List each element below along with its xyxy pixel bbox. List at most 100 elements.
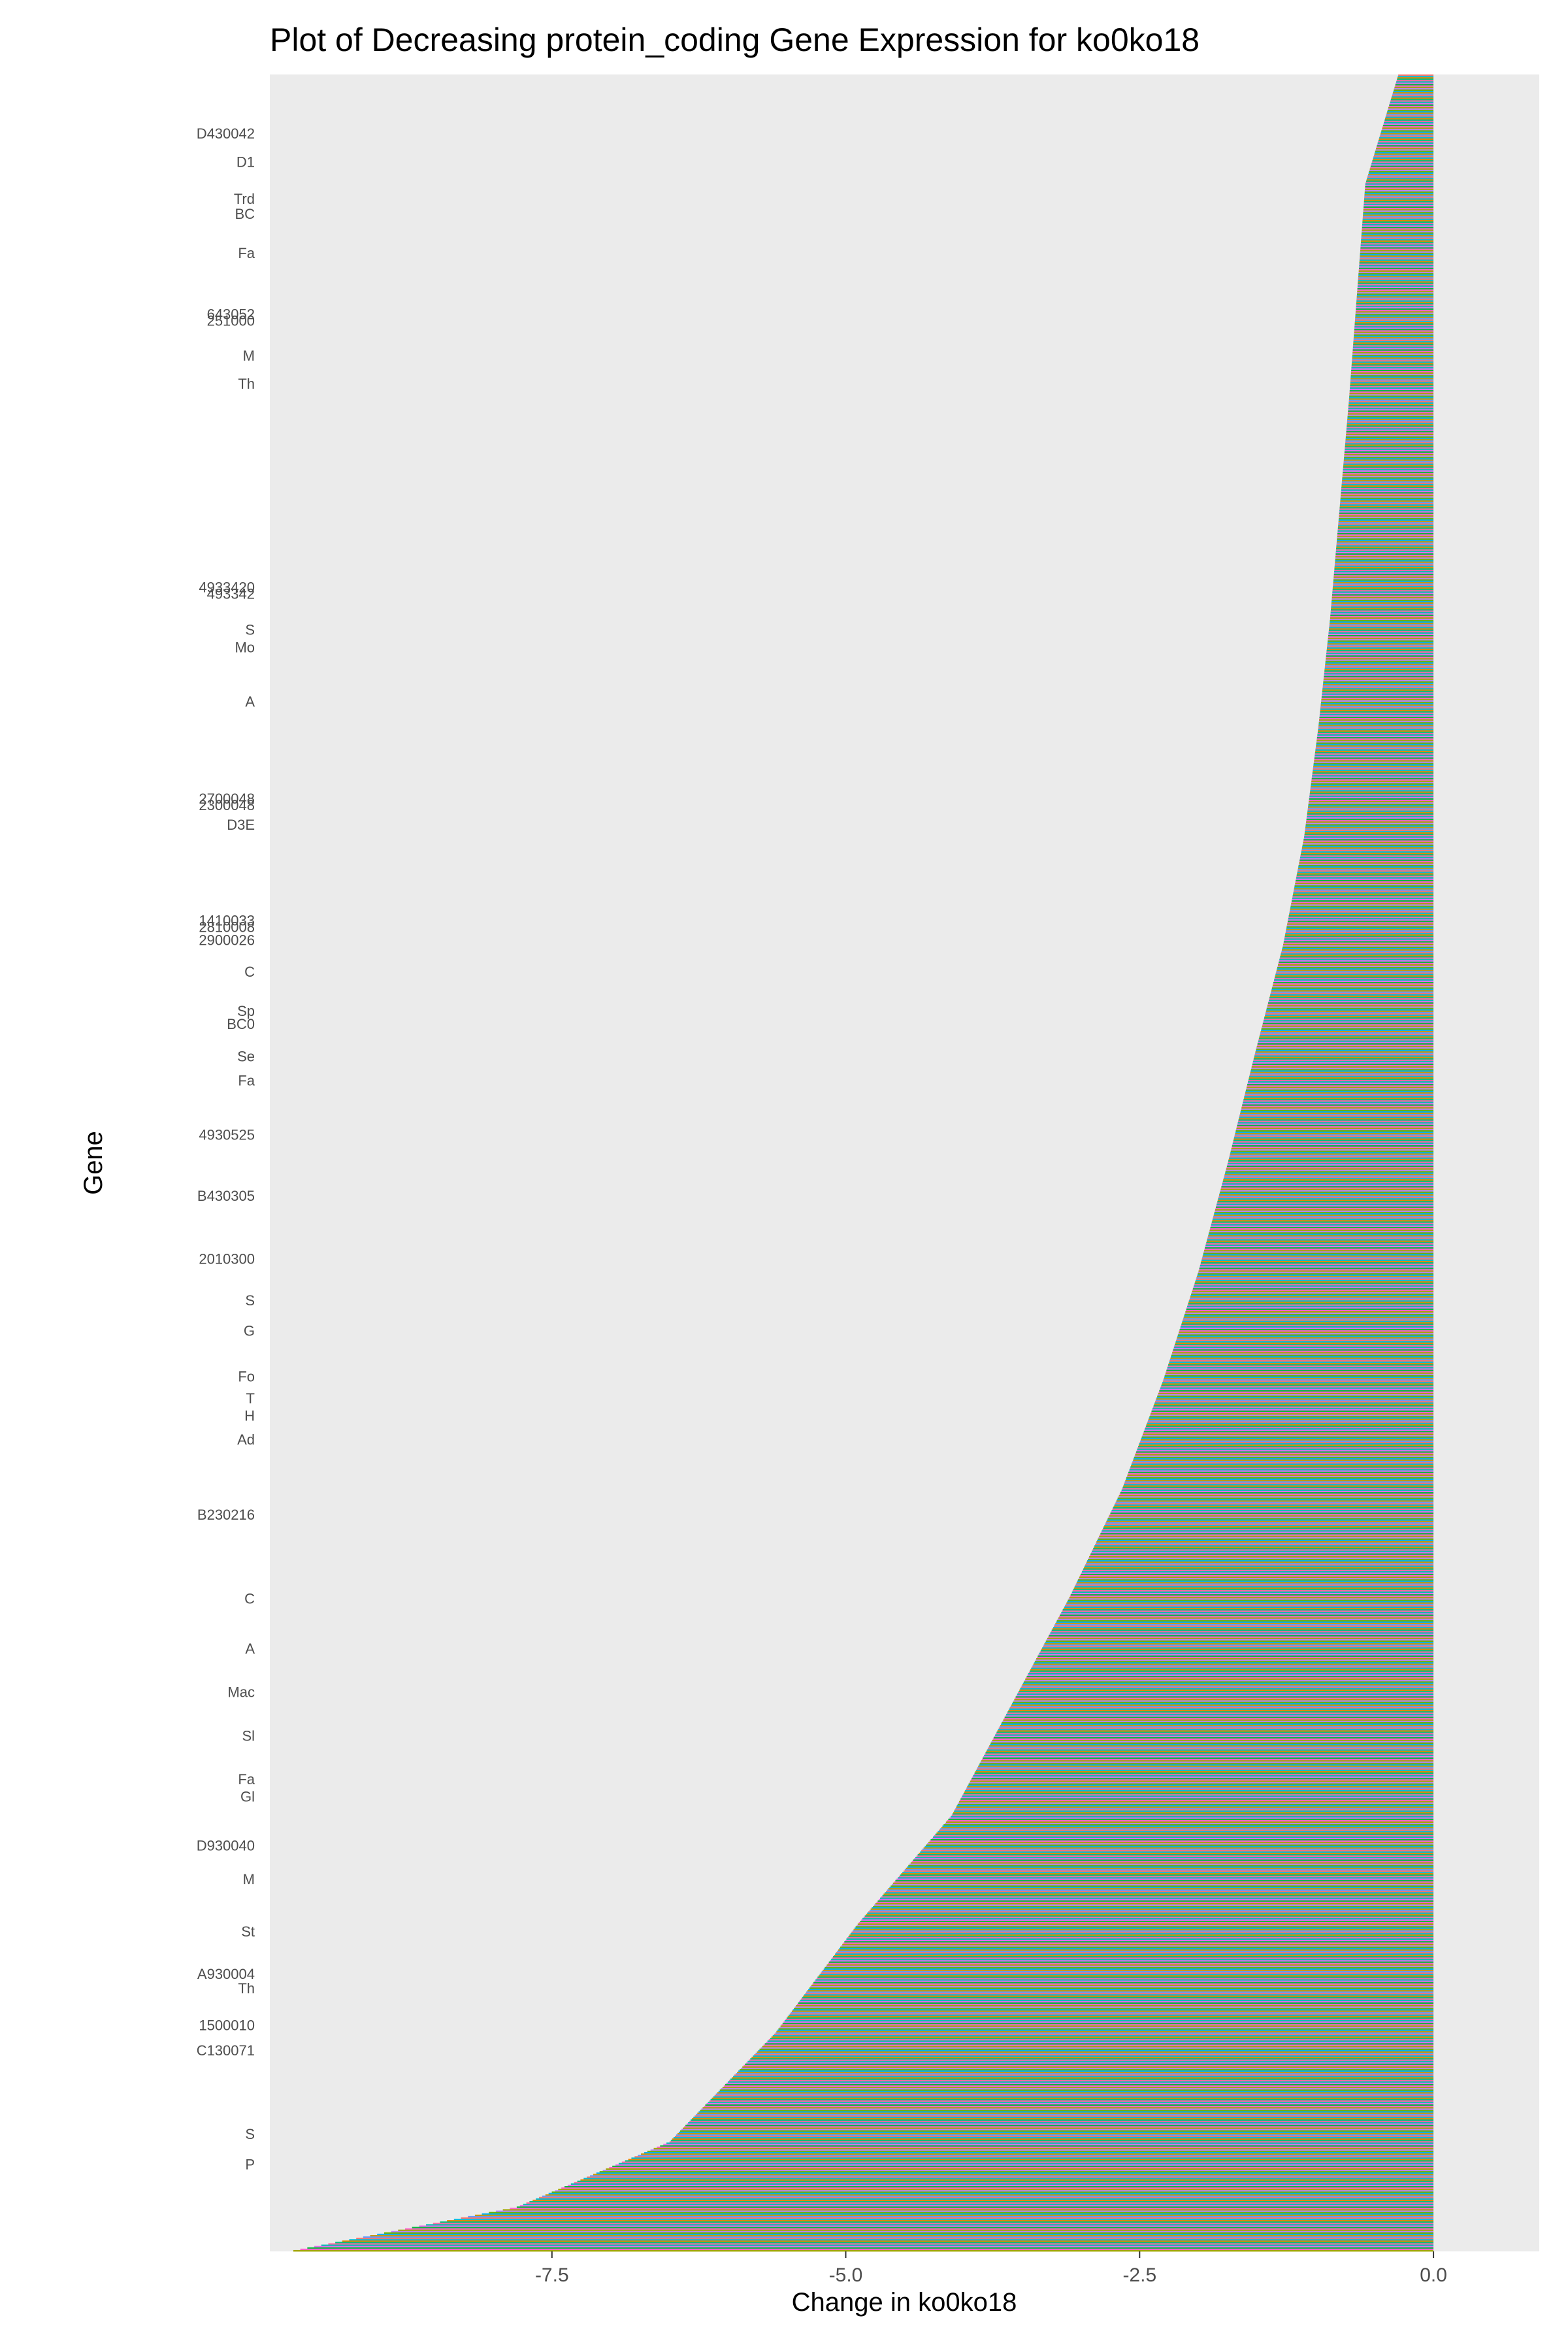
bar — [1287, 923, 1434, 925]
bar — [1174, 1345, 1434, 1347]
gene-tick-label: Gl — [240, 1789, 255, 1805]
bar — [1362, 224, 1434, 226]
bar — [1063, 1607, 1434, 1610]
bar — [1155, 1399, 1434, 1401]
bar — [1345, 436, 1434, 438]
bar — [1356, 308, 1434, 310]
bar — [768, 2039, 1434, 2041]
bar — [1262, 1026, 1434, 1029]
bar — [1088, 1559, 1434, 1561]
bar — [1377, 145, 1434, 147]
bar — [447, 2220, 1434, 2222]
bar — [1122, 1486, 1434, 1489]
bar — [1034, 1662, 1434, 1664]
bar — [1181, 1322, 1434, 1324]
bar — [1348, 398, 1434, 400]
bar — [1311, 781, 1434, 784]
bar — [1220, 1187, 1434, 1189]
bar — [1037, 1655, 1434, 1658]
bar — [1335, 557, 1434, 559]
bar — [1229, 1157, 1434, 1160]
bar — [834, 1955, 1434, 1957]
bar — [1330, 619, 1434, 621]
bar — [966, 1788, 1434, 1791]
bar — [1304, 836, 1434, 838]
bar — [1311, 785, 1434, 787]
bar — [1056, 1620, 1434, 1622]
bar — [1169, 1358, 1434, 1361]
bar — [1362, 218, 1434, 221]
bar — [1388, 106, 1434, 109]
bar — [1342, 478, 1434, 480]
bar — [1315, 746, 1434, 749]
bar — [1345, 438, 1434, 440]
bar — [796, 2003, 1434, 2006]
bar — [1380, 133, 1434, 135]
bar — [1207, 1236, 1434, 1238]
bar — [1356, 299, 1434, 301]
bar — [1233, 1139, 1434, 1142]
bar — [1139, 1441, 1434, 1444]
bar — [1322, 687, 1434, 689]
bar — [1339, 506, 1434, 508]
bar — [1353, 340, 1434, 342]
bar — [1220, 1188, 1434, 1190]
bar — [612, 2165, 1434, 2168]
bar — [1356, 307, 1434, 309]
bar — [774, 2033, 1434, 2036]
bar — [1188, 1300, 1434, 1302]
bar — [1391, 97, 1434, 99]
bar — [1267, 1005, 1434, 1007]
gene-tick-label: G — [244, 1323, 255, 1339]
bar — [960, 1799, 1434, 1802]
bar — [1177, 1334, 1434, 1336]
bar — [1097, 1539, 1434, 1542]
bar — [1230, 1151, 1434, 1152]
bar — [1133, 1459, 1434, 1462]
bar — [1238, 1119, 1434, 1121]
bar — [1128, 1471, 1434, 1474]
bar — [1342, 476, 1434, 478]
bar — [519, 2205, 1434, 2207]
bar — [1066, 1602, 1434, 1605]
bar — [1317, 736, 1434, 738]
bar — [1096, 1541, 1434, 1543]
bar — [1384, 118, 1434, 120]
bar — [1005, 1714, 1434, 1716]
bar — [1219, 1192, 1434, 1195]
chart-title: Plot of Decreasing protein_coding Gene E… — [270, 22, 1200, 58]
bar — [670, 2140, 1434, 2142]
bar — [1294, 889, 1434, 891]
bar — [800, 1999, 1434, 2002]
bar — [1337, 534, 1434, 536]
bar — [1162, 1380, 1434, 1382]
bar — [850, 1933, 1434, 1935]
bar — [704, 2106, 1434, 2108]
bar — [1294, 888, 1434, 890]
bar — [1096, 1543, 1434, 1544]
bar — [1315, 752, 1434, 754]
bar — [1364, 199, 1434, 202]
bar — [1394, 89, 1434, 91]
bar — [677, 2132, 1434, 2135]
bar — [384, 2232, 1434, 2234]
bar — [1354, 330, 1434, 332]
bar — [1260, 1032, 1434, 1034]
bar — [1295, 881, 1434, 883]
bar — [1324, 669, 1434, 671]
bar — [817, 1976, 1434, 1978]
bar — [1355, 311, 1434, 313]
bar — [1299, 857, 1434, 858]
bar — [1291, 902, 1434, 904]
bar — [1071, 1591, 1434, 1593]
x-tick-label: -7.5 — [535, 2264, 569, 2286]
bar — [1183, 1319, 1434, 1321]
bar — [1364, 203, 1434, 206]
bar — [701, 2108, 1434, 2110]
bar — [1339, 512, 1434, 514]
bar — [1326, 654, 1434, 656]
bar — [1382, 126, 1434, 128]
bar — [1166, 1371, 1434, 1373]
bar — [1354, 329, 1434, 331]
bar — [694, 2115, 1434, 2117]
